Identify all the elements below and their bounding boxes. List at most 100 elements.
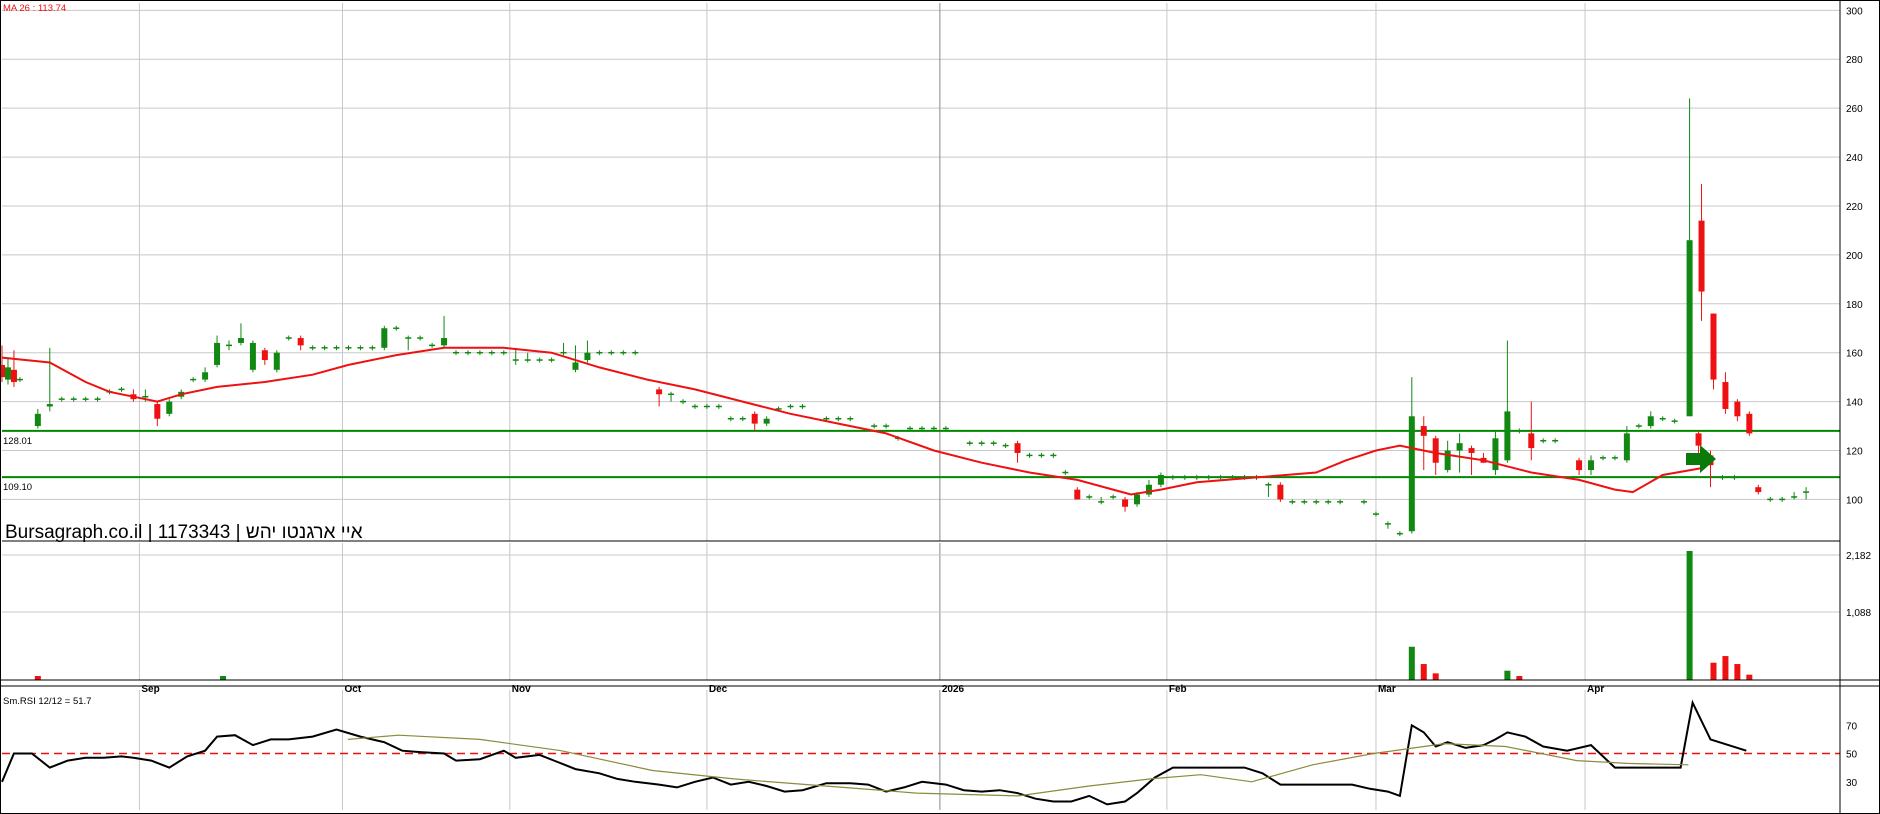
candle-body xyxy=(1588,460,1595,471)
candle-body xyxy=(1074,489,1081,500)
price-tick-label: 140 xyxy=(1846,398,1863,409)
candle-body xyxy=(1504,411,1511,461)
price-tick-label: 120 xyxy=(1846,447,1863,458)
candle-body xyxy=(34,413,41,427)
price-tick-label: 200 xyxy=(1846,251,1863,262)
time-tick-label: Dec xyxy=(709,684,728,695)
time-tick-label: Apr xyxy=(1587,684,1604,695)
price-tick-label: 220 xyxy=(1846,202,1863,213)
candle-body xyxy=(1157,474,1164,485)
volume-bar xyxy=(1516,676,1523,680)
candle-body xyxy=(1528,433,1535,449)
candle-body xyxy=(1695,433,1702,446)
rsi-line xyxy=(1,699,1747,806)
candle-body xyxy=(1734,401,1741,417)
candle-body xyxy=(261,350,268,361)
grid xyxy=(2,3,1840,810)
volume-tick-label: 1,088 xyxy=(1846,608,1871,619)
candle-body xyxy=(214,342,221,365)
candle-body xyxy=(1710,313,1717,380)
signal-arrow-icon xyxy=(1686,445,1716,473)
candle-body xyxy=(1122,499,1129,507)
axes: 100 120 140 160 180 200 220 240 260 280 300 Sep Oct N… xyxy=(141,6,1871,788)
volume-bar xyxy=(1734,664,1741,680)
candle-body xyxy=(4,367,11,380)
ma-label: MA 26 : 113.74 xyxy=(3,3,66,14)
rsi-panel xyxy=(1,699,1840,806)
rsi-tick-label: 50 xyxy=(1846,750,1858,761)
volume-bar xyxy=(1710,662,1717,680)
candle-body xyxy=(1755,487,1762,493)
volume-bars xyxy=(34,550,1753,680)
candle-body xyxy=(584,352,591,361)
time-tick-label: Feb xyxy=(1169,684,1187,695)
candle-body xyxy=(1698,220,1705,292)
candle-body xyxy=(1576,460,1583,471)
volume-tick-label: 2,182 xyxy=(1846,551,1871,562)
time-tick-label: Oct xyxy=(345,684,362,695)
candle-body xyxy=(10,369,17,383)
candle-body xyxy=(441,338,448,346)
candle-body xyxy=(249,342,256,370)
candle-body xyxy=(656,389,663,395)
candle-body xyxy=(1686,240,1693,417)
level-lines: 128.01 109.10 xyxy=(2,429,1840,493)
price-tick-label: 300 xyxy=(1846,6,1863,17)
candle-body xyxy=(1444,450,1451,471)
candle-body xyxy=(46,404,53,407)
rsi-signal-line xyxy=(347,734,1689,797)
rsi-label: Sm.RSI 12/12 = 51.7 xyxy=(3,696,91,707)
moving-average xyxy=(1,346,1705,496)
candles xyxy=(0,98,1810,537)
candle-body xyxy=(202,372,209,380)
price-tick-label: 240 xyxy=(1846,153,1863,164)
candle-body xyxy=(1277,484,1284,500)
candle-body xyxy=(1647,416,1654,427)
candle-body xyxy=(572,362,579,370)
candle-body xyxy=(1623,433,1630,461)
volume-bar xyxy=(1686,550,1693,680)
candle-body xyxy=(1420,426,1427,436)
volume-bar xyxy=(220,676,227,680)
candle-body xyxy=(237,338,244,343)
time-tick-label: 2026 xyxy=(942,684,965,695)
price-tick-label: 260 xyxy=(1846,104,1863,115)
candle-body xyxy=(166,401,173,414)
candle-body xyxy=(1408,416,1415,532)
volume-bar xyxy=(1408,646,1415,680)
time-tick-label: Sep xyxy=(141,684,159,695)
ma-line xyxy=(1,346,1705,496)
price-tick-label: 160 xyxy=(1846,349,1863,360)
level-label: 128.01 xyxy=(3,436,32,447)
time-tick-label: Nov xyxy=(512,684,531,695)
candle-body xyxy=(1746,413,1753,434)
candle-body xyxy=(1468,448,1475,453)
candle-body xyxy=(1722,382,1729,409)
volume-bar xyxy=(34,676,41,680)
volume-bar xyxy=(1722,656,1729,680)
candle-body xyxy=(381,328,388,348)
candle-body xyxy=(751,413,758,424)
candle-body xyxy=(1492,438,1499,471)
volume-bar xyxy=(1504,670,1511,680)
volume-bar xyxy=(1432,673,1439,680)
price-tick-label: 280 xyxy=(1846,55,1863,66)
candle-body xyxy=(0,364,5,378)
candle-body xyxy=(1145,484,1152,495)
price-tick-label: 100 xyxy=(1846,495,1863,506)
candle-body xyxy=(763,418,770,424)
volume-bar xyxy=(1746,674,1753,680)
candle-body xyxy=(297,338,304,346)
candle-body xyxy=(273,352,280,370)
level-label: 109.10 xyxy=(3,482,32,493)
rsi-tick-label: 30 xyxy=(1846,778,1858,789)
candle-body xyxy=(154,404,161,419)
volume-bar xyxy=(1420,664,1427,680)
candle-body xyxy=(1134,494,1141,505)
candle-body xyxy=(1432,438,1439,463)
watermark-label: Bursagraph.co.il | 1173343 | איי ארגנטו … xyxy=(5,522,363,543)
time-tick-label: Mar xyxy=(1378,684,1396,695)
price-tick-label: 180 xyxy=(1846,300,1863,311)
candle-body xyxy=(1456,443,1463,451)
